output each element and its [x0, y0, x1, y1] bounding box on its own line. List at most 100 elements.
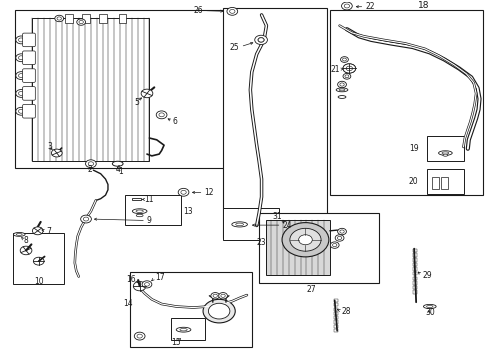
Bar: [427, 170, 463, 194]
Circle shape: [337, 228, 346, 235]
Text: 10: 10: [34, 277, 43, 286]
Text: 28: 28: [340, 307, 350, 316]
Ellipse shape: [112, 161, 123, 166]
Circle shape: [337, 237, 341, 239]
Bar: [412, 272, 416, 275]
Circle shape: [346, 66, 352, 71]
Ellipse shape: [442, 154, 447, 156]
Circle shape: [221, 294, 225, 297]
Bar: [412, 258, 416, 261]
Ellipse shape: [180, 328, 187, 331]
Bar: [412, 286, 416, 289]
Text: 16: 16: [126, 275, 136, 284]
Circle shape: [32, 227, 43, 235]
Circle shape: [298, 235, 312, 245]
Circle shape: [19, 91, 24, 95]
Text: 15: 15: [171, 338, 181, 347]
Circle shape: [218, 293, 227, 299]
Circle shape: [339, 230, 344, 233]
Bar: [412, 249, 416, 252]
Ellipse shape: [231, 222, 247, 227]
Bar: [333, 316, 337, 319]
Text: 1: 1: [118, 167, 122, 176]
Ellipse shape: [423, 305, 435, 309]
Circle shape: [339, 83, 344, 86]
Circle shape: [79, 21, 83, 24]
Circle shape: [342, 73, 350, 79]
Bar: [32, 18, 149, 161]
Circle shape: [156, 111, 166, 119]
Circle shape: [19, 74, 24, 77]
Circle shape: [226, 8, 237, 15]
Bar: [333, 325, 337, 328]
Circle shape: [142, 281, 152, 288]
Circle shape: [342, 64, 355, 73]
Circle shape: [282, 222, 328, 257]
Circle shape: [16, 107, 26, 115]
Circle shape: [257, 37, 264, 42]
FancyBboxPatch shape: [22, 69, 35, 82]
Ellipse shape: [426, 305, 432, 307]
Circle shape: [83, 217, 88, 221]
Text: 21: 21: [329, 65, 339, 74]
Ellipse shape: [136, 210, 143, 212]
Bar: [130, 272, 251, 347]
Text: 25: 25: [229, 42, 239, 51]
Circle shape: [141, 89, 153, 98]
Bar: [125, 195, 181, 225]
Bar: [333, 320, 337, 324]
Circle shape: [341, 2, 351, 10]
Ellipse shape: [13, 233, 25, 236]
Bar: [333, 299, 337, 302]
Circle shape: [342, 64, 355, 73]
Bar: [329, 10, 483, 195]
Circle shape: [210, 293, 219, 299]
Circle shape: [55, 15, 63, 22]
Bar: [259, 213, 378, 283]
Bar: [171, 318, 205, 340]
Ellipse shape: [176, 327, 190, 332]
Circle shape: [19, 38, 24, 42]
Text: 22: 22: [365, 2, 374, 11]
Text: 17: 17: [155, 274, 164, 283]
Circle shape: [57, 17, 61, 20]
Bar: [412, 267, 416, 271]
Text: 11: 11: [144, 195, 154, 204]
Circle shape: [342, 58, 346, 61]
Bar: [412, 281, 416, 285]
Text: 30: 30: [424, 309, 434, 318]
Text: 9: 9: [147, 216, 152, 225]
Bar: [431, 177, 438, 189]
Circle shape: [344, 75, 348, 78]
Bar: [65, 14, 73, 23]
Bar: [119, 14, 126, 23]
Circle shape: [213, 294, 217, 297]
Text: 5: 5: [135, 98, 140, 107]
Circle shape: [20, 246, 32, 255]
Ellipse shape: [441, 152, 448, 154]
Circle shape: [19, 109, 24, 113]
Text: 24: 24: [282, 221, 291, 230]
Text: 27: 27: [306, 285, 316, 294]
Circle shape: [258, 38, 264, 42]
Circle shape: [77, 19, 85, 25]
Bar: [440, 177, 447, 189]
Text: 31: 31: [272, 212, 282, 221]
Bar: [427, 136, 463, 161]
Circle shape: [19, 56, 24, 60]
Text: 13: 13: [183, 207, 193, 216]
Bar: [412, 291, 416, 294]
Text: 18: 18: [417, 1, 428, 10]
Bar: [82, 14, 90, 23]
Circle shape: [208, 303, 229, 319]
Text: 19: 19: [408, 144, 418, 153]
Circle shape: [254, 35, 267, 45]
Bar: [333, 312, 337, 315]
Text: 29: 29: [422, 271, 431, 280]
Circle shape: [344, 4, 349, 8]
Bar: [412, 253, 416, 257]
Circle shape: [16, 54, 26, 62]
Circle shape: [16, 72, 26, 80]
Circle shape: [137, 334, 142, 338]
Text: 3: 3: [47, 142, 52, 151]
